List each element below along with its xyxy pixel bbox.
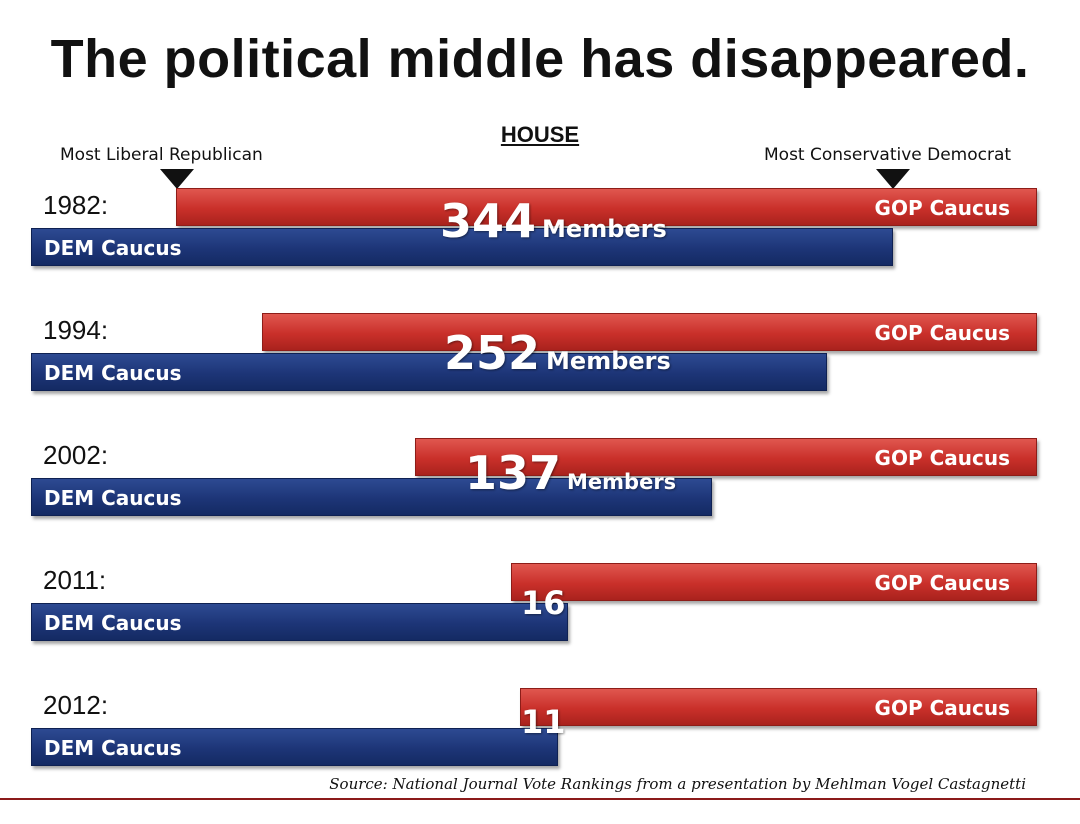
overlap-value: 16 bbox=[521, 587, 566, 619]
overlap-count: 16 bbox=[521, 584, 566, 622]
year-label: 2012: bbox=[43, 690, 109, 720]
dem-bar-label: DEM Caucus bbox=[44, 611, 182, 635]
dem-bar: DEM Caucus bbox=[31, 603, 568, 641]
gop-bar: GOP Caucus bbox=[520, 688, 1037, 726]
gop-bar-label: GOP Caucus bbox=[874, 696, 1010, 720]
chart-subtitle: HOUSE bbox=[500, 122, 580, 147]
dem-bar-label: DEM Caucus bbox=[44, 236, 182, 260]
gop-bar-label: GOP Caucus bbox=[874, 196, 1010, 220]
gop-bar: GOP Caucus bbox=[511, 563, 1037, 601]
year-label: 1994: bbox=[43, 315, 109, 345]
dem-bar: DEM Caucus bbox=[31, 728, 558, 766]
dem-bar-label: DEM Caucus bbox=[44, 361, 182, 385]
gop-bar: GOP Caucus bbox=[415, 438, 1037, 476]
dem-bar: DEM Caucus bbox=[31, 228, 893, 266]
dem-bar: DEM Caucus bbox=[31, 353, 827, 391]
overlap-count: 11 bbox=[521, 703, 566, 741]
overlap-value: 252 Members bbox=[444, 330, 671, 376]
source-note: Source: National Journal Vote Rankings f… bbox=[329, 775, 1026, 793]
year-label: 2002: bbox=[43, 440, 109, 470]
overlap-count: 344 bbox=[440, 194, 537, 248]
overlap-unit: Members bbox=[542, 215, 667, 243]
year-label: 1982: bbox=[43, 190, 109, 220]
marker-label-left: Most Liberal Republican bbox=[60, 145, 263, 165]
overlap-count: 252 bbox=[444, 326, 541, 380]
overlap-count: 137 bbox=[465, 446, 562, 500]
marker-label-right: Most Conservative Democrat bbox=[764, 145, 1012, 165]
overlap-value: 11 bbox=[521, 706, 566, 738]
marker-right-triangle-icon bbox=[876, 169, 910, 189]
gop-bar: GOP Caucus bbox=[176, 188, 1037, 226]
dem-bar: DEM Caucus bbox=[31, 478, 712, 516]
footer-divider bbox=[0, 798, 1080, 800]
dem-bar-label: DEM Caucus bbox=[44, 486, 182, 510]
overlap-value: 344 Members bbox=[440, 198, 667, 244]
overlap-unit: Members bbox=[567, 470, 677, 494]
marker-left-triangle-icon bbox=[160, 169, 194, 189]
gop-bar: GOP Caucus bbox=[262, 313, 1037, 351]
year-label: 2011: bbox=[43, 565, 107, 595]
chart-title: The political middle has disappeared. bbox=[50, 29, 1030, 89]
gop-bar-label: GOP Caucus bbox=[874, 321, 1010, 345]
overlap-unit: Members bbox=[546, 347, 671, 375]
overlap-value: 137 Members bbox=[465, 450, 676, 496]
gop-bar-label: GOP Caucus bbox=[874, 446, 1010, 470]
dem-bar-label: DEM Caucus bbox=[44, 736, 182, 760]
gop-bar-label: GOP Caucus bbox=[874, 571, 1010, 595]
